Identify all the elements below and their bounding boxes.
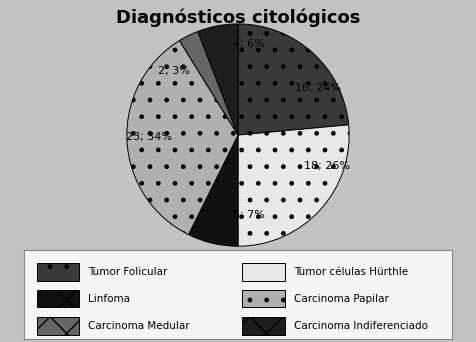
Text: 2; 3%: 2; 3%: [158, 66, 189, 76]
Text: 4; 6%: 4; 6%: [233, 39, 265, 49]
Bar: [37, 263, 79, 281]
Text: Carcinoma Papilar: Carcinoma Papilar: [294, 293, 388, 304]
Wedge shape: [238, 125, 349, 246]
Text: Diagnósticos citológicos: Diagnósticos citológicos: [116, 9, 360, 27]
Wedge shape: [188, 135, 238, 246]
Text: Carcinoma Indiferenciado: Carcinoma Indiferenciado: [294, 321, 428, 331]
Wedge shape: [238, 24, 349, 135]
Bar: [37, 317, 79, 335]
Text: Tumor células Hürthle: Tumor células Hürthle: [294, 267, 408, 277]
Wedge shape: [198, 24, 238, 135]
Bar: [242, 290, 285, 307]
Text: 16; 24%: 16; 24%: [295, 83, 341, 93]
Text: Linfoma: Linfoma: [88, 293, 130, 304]
Wedge shape: [179, 31, 238, 135]
Bar: [242, 317, 285, 335]
Wedge shape: [127, 41, 238, 235]
Text: 5; 7%: 5; 7%: [233, 210, 265, 220]
Text: 23; 34%: 23; 34%: [126, 132, 172, 142]
Text: 18; 26%: 18; 26%: [304, 161, 350, 171]
Text: Tumor Folicular: Tumor Folicular: [88, 267, 168, 277]
Bar: [242, 263, 285, 281]
Bar: [37, 290, 79, 307]
Text: Carcinoma Medular: Carcinoma Medular: [88, 321, 189, 331]
